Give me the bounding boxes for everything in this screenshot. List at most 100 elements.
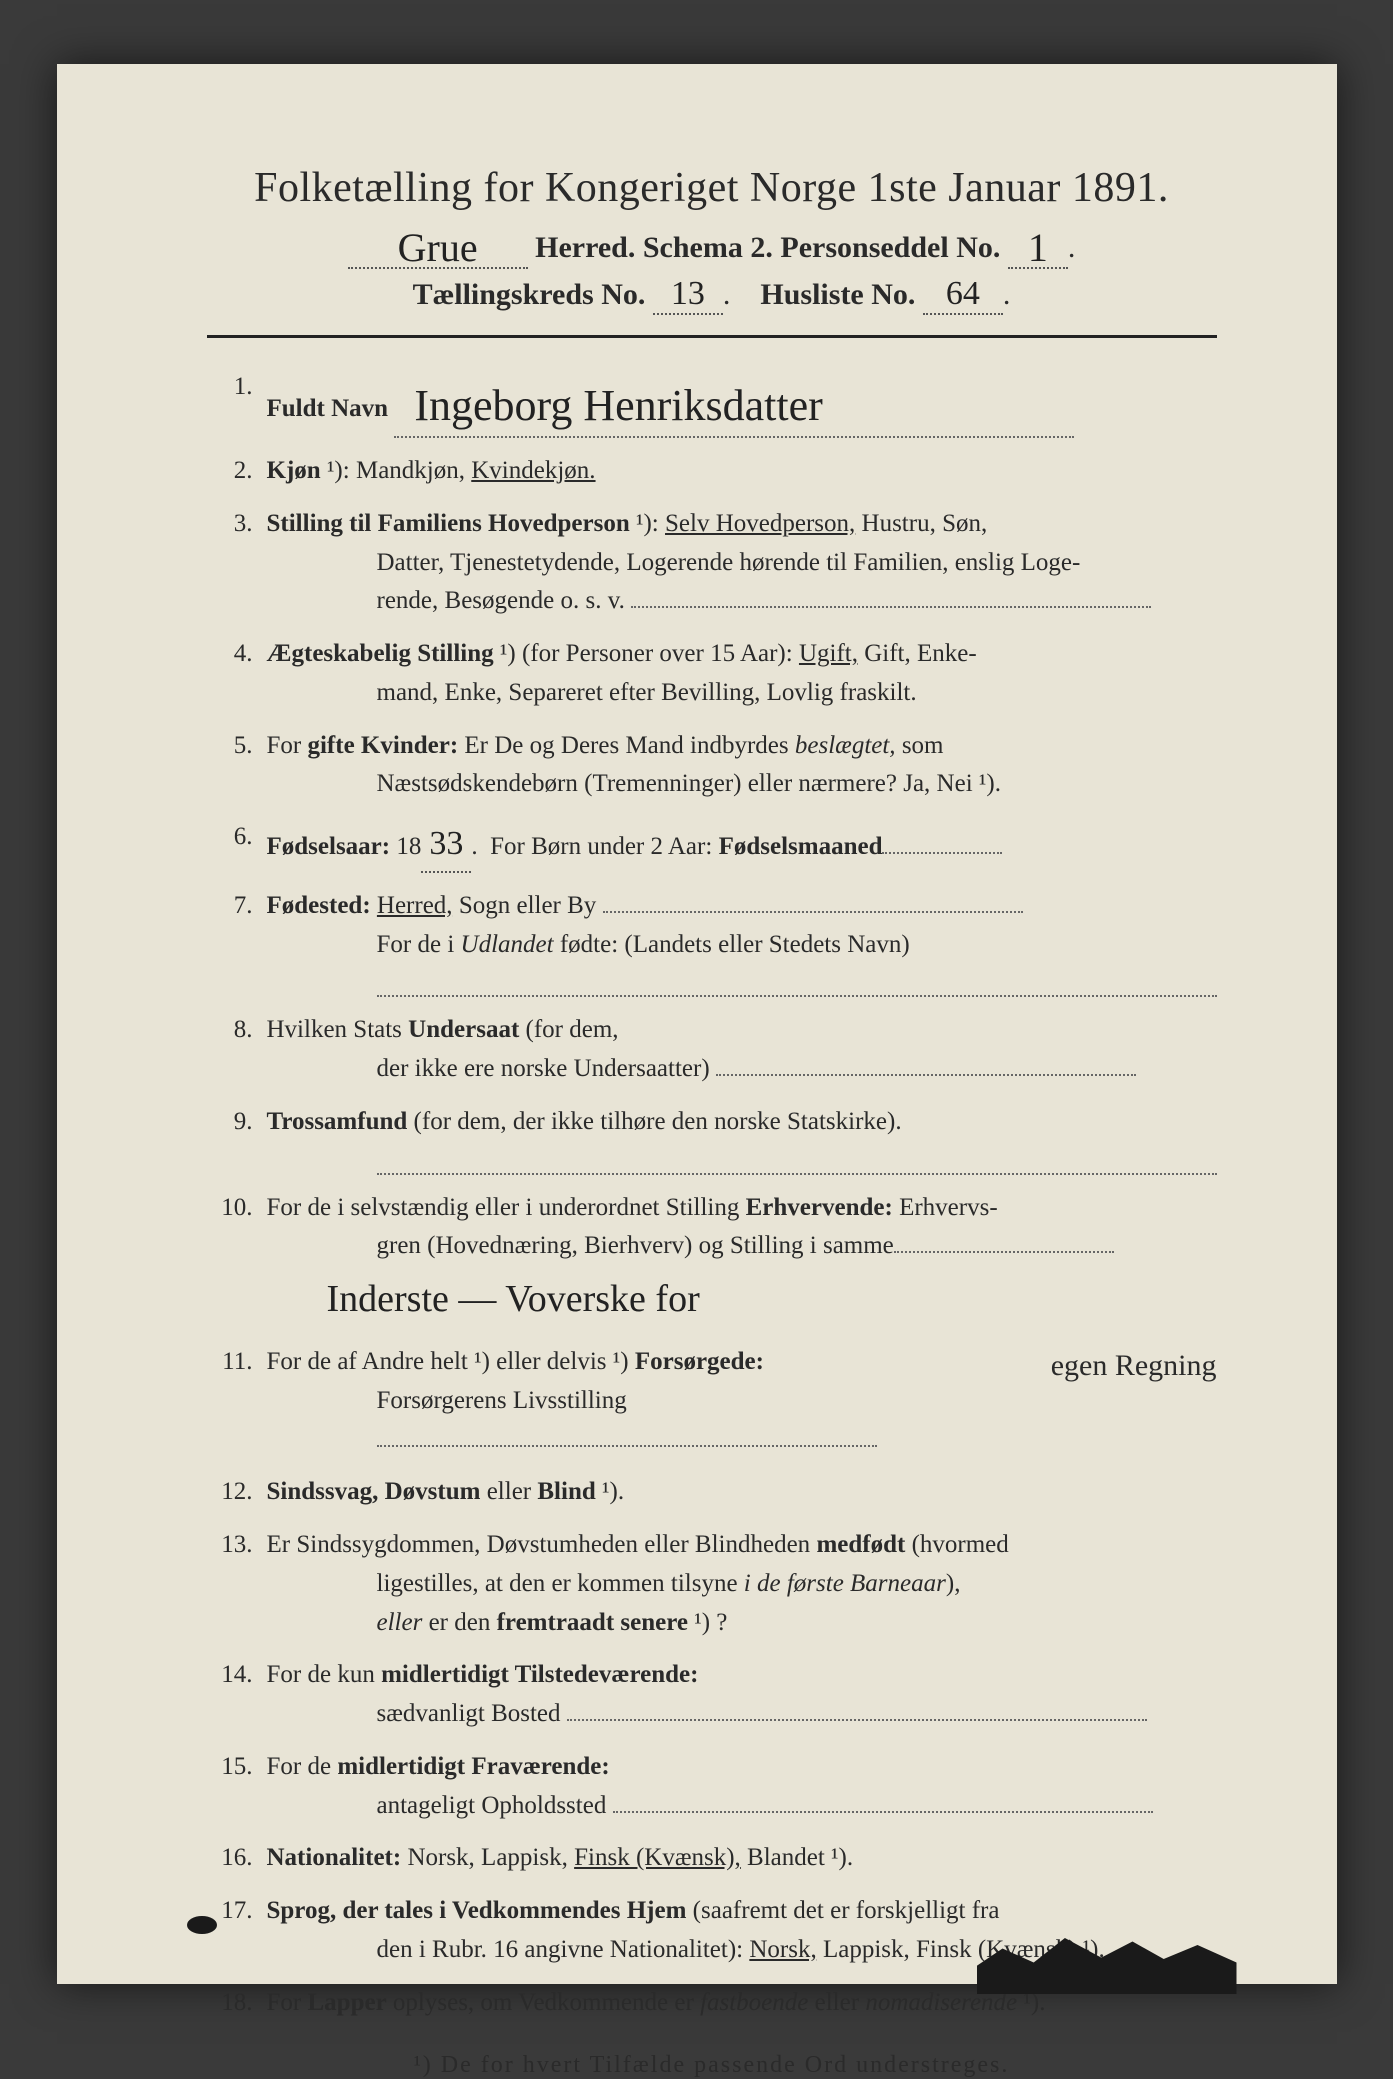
f12-text: eller [487, 1478, 531, 1505]
field-5: For gifte Kvinder: Er De og Deres Mand i… [207, 727, 1217, 805]
field-6: Fødselsaar: 1833. For Børn under 2 Aar: … [207, 818, 1217, 873]
footnote: ¹) De for hvert Tilfælde passende Ord un… [207, 2052, 1217, 2079]
f6-label2: Fødselsmaaned [719, 833, 883, 860]
field-4: Ægteskabelig Stilling ¹) (for Personer o… [207, 635, 1217, 713]
f9-label: Trossamfund [267, 1108, 408, 1135]
kreds-label: Tællingskreds No. [413, 278, 646, 311]
f1-label: Fuldt Navn [267, 395, 389, 422]
f3-cont2: rende, Besøgende o. s. v. [377, 582, 1217, 621]
f10-text: For de i selvstændig eller i underordnet… [267, 1194, 740, 1221]
f14-cont: sædvanligt Bosted [377, 1695, 1217, 1734]
field-11: For de af Andre helt ¹) eller delvis ¹) … [207, 1343, 1217, 1459]
field-list: Fuldt Navn Ingeborg Henriksdatter Kjøn ¹… [207, 368, 1217, 2022]
f8-cont: der ikke ere norske Undersaatter) [377, 1050, 1217, 1089]
field-13: Er Sindssygdommen, Døvstumheden eller Bl… [207, 1526, 1217, 1642]
f5-text2: som [902, 732, 944, 759]
ink-blot [187, 1916, 217, 1934]
f5-pre: For [267, 732, 302, 759]
f10-hand: Inderste — Voverske for [327, 1270, 1217, 1329]
husliste-label: Husliste No. [760, 278, 915, 311]
f11-cont: Forsørgerens Livsstilling [377, 1382, 1217, 1460]
field-15: For de midlertidigt Fraværende: antageli… [207, 1748, 1217, 1826]
field-2: Kjøn ¹): Mandkjøn, Kvindekjøn. [207, 452, 1217, 491]
f1-name-handwritten: Ingeborg Henriksdatter [414, 372, 823, 440]
f18-text2: oplyses, om Vedkommende er [393, 1989, 694, 2016]
schema-label: Schema 2. [643, 231, 773, 264]
header-block: Folketælling for Kongeriget Norge 1ste J… [207, 164, 1217, 315]
f7-text: Sogn eller By [459, 892, 597, 919]
field-3: Stilling til Familiens Hovedperson ¹): S… [207, 505, 1217, 621]
f8-text: Hvilken Stats [267, 1016, 402, 1043]
f7-label: Fødested: [267, 892, 371, 919]
f5-ital: beslægtet, [795, 732, 896, 759]
f5-label: gifte Kvinder: [307, 732, 458, 759]
f15-label: midlertidigt Fraværende: [337, 1753, 609, 1780]
field-1: Fuldt Navn Ingeborg Henriksdatter [207, 368, 1217, 438]
f4-label: Ægteskabelig Stilling [267, 640, 494, 667]
f9-dots [377, 1148, 1217, 1175]
main-title: Folketælling for Kongeriget Norge 1ste J… [207, 164, 1217, 212]
f14-label: midlertidigt Tilstedeværende: [381, 1661, 698, 1688]
f15-cont: antageligt Opholdssted [377, 1787, 1217, 1826]
f7-cont: For de i Udlandet fødte: (Landets eller … [377, 926, 1217, 965]
f2-label: Kjøn [267, 457, 321, 484]
f6-label: Fødselsaar: [267, 833, 391, 860]
f13-cont1: ligestilles, at den er kommen tilsyne i … [377, 1565, 1217, 1604]
f6-pre: 18 [396, 833, 421, 860]
field-10: For de i selvstændig eller i underordnet… [207, 1189, 1217, 1329]
field-8: Hvilken Stats Undersaat (for dem, der ik… [207, 1011, 1217, 1089]
f13-text: Er Sindssygdommen, Døvstumheden eller Bl… [267, 1531, 811, 1558]
f15-text: For de [267, 1753, 332, 1780]
f17-label: Sprog, der tales i Vedkommendes Hjem [267, 1897, 687, 1924]
f10-hand2: egen Regning [1051, 1343, 1217, 1390]
f8-label: Undersaat [408, 1016, 519, 1043]
f12-label: Sindssvag, Døvstum [267, 1478, 481, 1505]
field-9: Trossamfund (for dem, der ikke tilhøre d… [207, 1103, 1217, 1175]
census-form-page: Folketælling for Kongeriget Norge 1ste J… [57, 64, 1337, 1984]
f4-cont: mand, Enke, Separeret efter Bevilling, L… [377, 674, 1217, 713]
f14-text: For de kun [267, 1661, 375, 1688]
f13-label: medfødt [816, 1531, 905, 1558]
personseddel-label: Personseddel No. [780, 231, 1000, 264]
f11-text: For de af Andre helt ¹) eller delvis ¹) [267, 1348, 629, 1375]
field-7: Fødested: Herred, Sogn eller By For de i… [207, 887, 1217, 998]
field-16: Nationalitet: Norsk, Lappisk, Finsk (Kvæ… [207, 1839, 1217, 1878]
f6-text: For Børn under 2 Aar: [490, 833, 712, 860]
f18-text: For [267, 1989, 302, 2016]
f12-label2: Blind [537, 1478, 595, 1505]
f8-text2: (for dem, [526, 1016, 619, 1043]
kreds-no: 13 [671, 275, 705, 312]
husliste-no: 64 [946, 275, 980, 312]
f2-opt1: Mandkjøn, [356, 457, 465, 484]
f18-label: Lapper [307, 1989, 386, 2016]
f5-cont: Næstsødskendebørn (Tremenninger) eller n… [377, 765, 1217, 804]
f16-und: Finsk (Kvænsk), [574, 1844, 741, 1871]
f17-text: (saafremt det er forskjelligt fra [693, 1897, 1000, 1924]
f7-dots [377, 970, 1217, 997]
f4-paren: (for Personer over 15 Aar): [522, 640, 793, 667]
f7-und: Herred, [377, 892, 453, 919]
f13-text2: (hvormed [912, 1531, 1009, 1558]
f11-label: Forsørgede: [635, 1348, 764, 1375]
field-12: Sindssvag, Døvstum eller Blind ¹). [207, 1473, 1217, 1512]
f4-ugift: Ugift, [799, 640, 858, 667]
f16-text2: Blandet ¹). [747, 1844, 853, 1871]
f13-cont2: eller er den fremtraadt senere ¹) ? [377, 1604, 1217, 1643]
f9-text: (for dem, der ikke tilhøre den norske St… [414, 1108, 902, 1135]
header-line-2: Tællingskreds No. 13. Husliste No. 64. [207, 275, 1217, 315]
f16-text: Norsk, Lappisk, [407, 1844, 567, 1871]
f3-opts: Selv Hovedperson, [665, 510, 855, 537]
f10-label: Erhvervende: [746, 1194, 893, 1221]
header-line-1: Grue Herred. Schema 2. Personseddel No. … [207, 220, 1217, 269]
herred-label: Herred. [535, 231, 635, 264]
f10-cont: gren (Hovednæring, Bierhverv) og Stillin… [377, 1227, 1217, 1266]
f18-ital1: fastboende [700, 1989, 808, 2016]
f3-label: Stilling til Familiens Hovedperson [267, 510, 630, 537]
personseddel-no: 1 [1028, 224, 1048, 271]
f5-text: Er De og Deres Mand indbyrdes [464, 732, 788, 759]
f3-cont: Datter, Tjenestetydende, Logerende høren… [377, 544, 1217, 583]
herred-handwritten: Grue [398, 224, 478, 271]
f18-text3: eller [815, 1989, 859, 2016]
divider [207, 335, 1217, 338]
f16-label: Nationalitet: [267, 1844, 402, 1871]
